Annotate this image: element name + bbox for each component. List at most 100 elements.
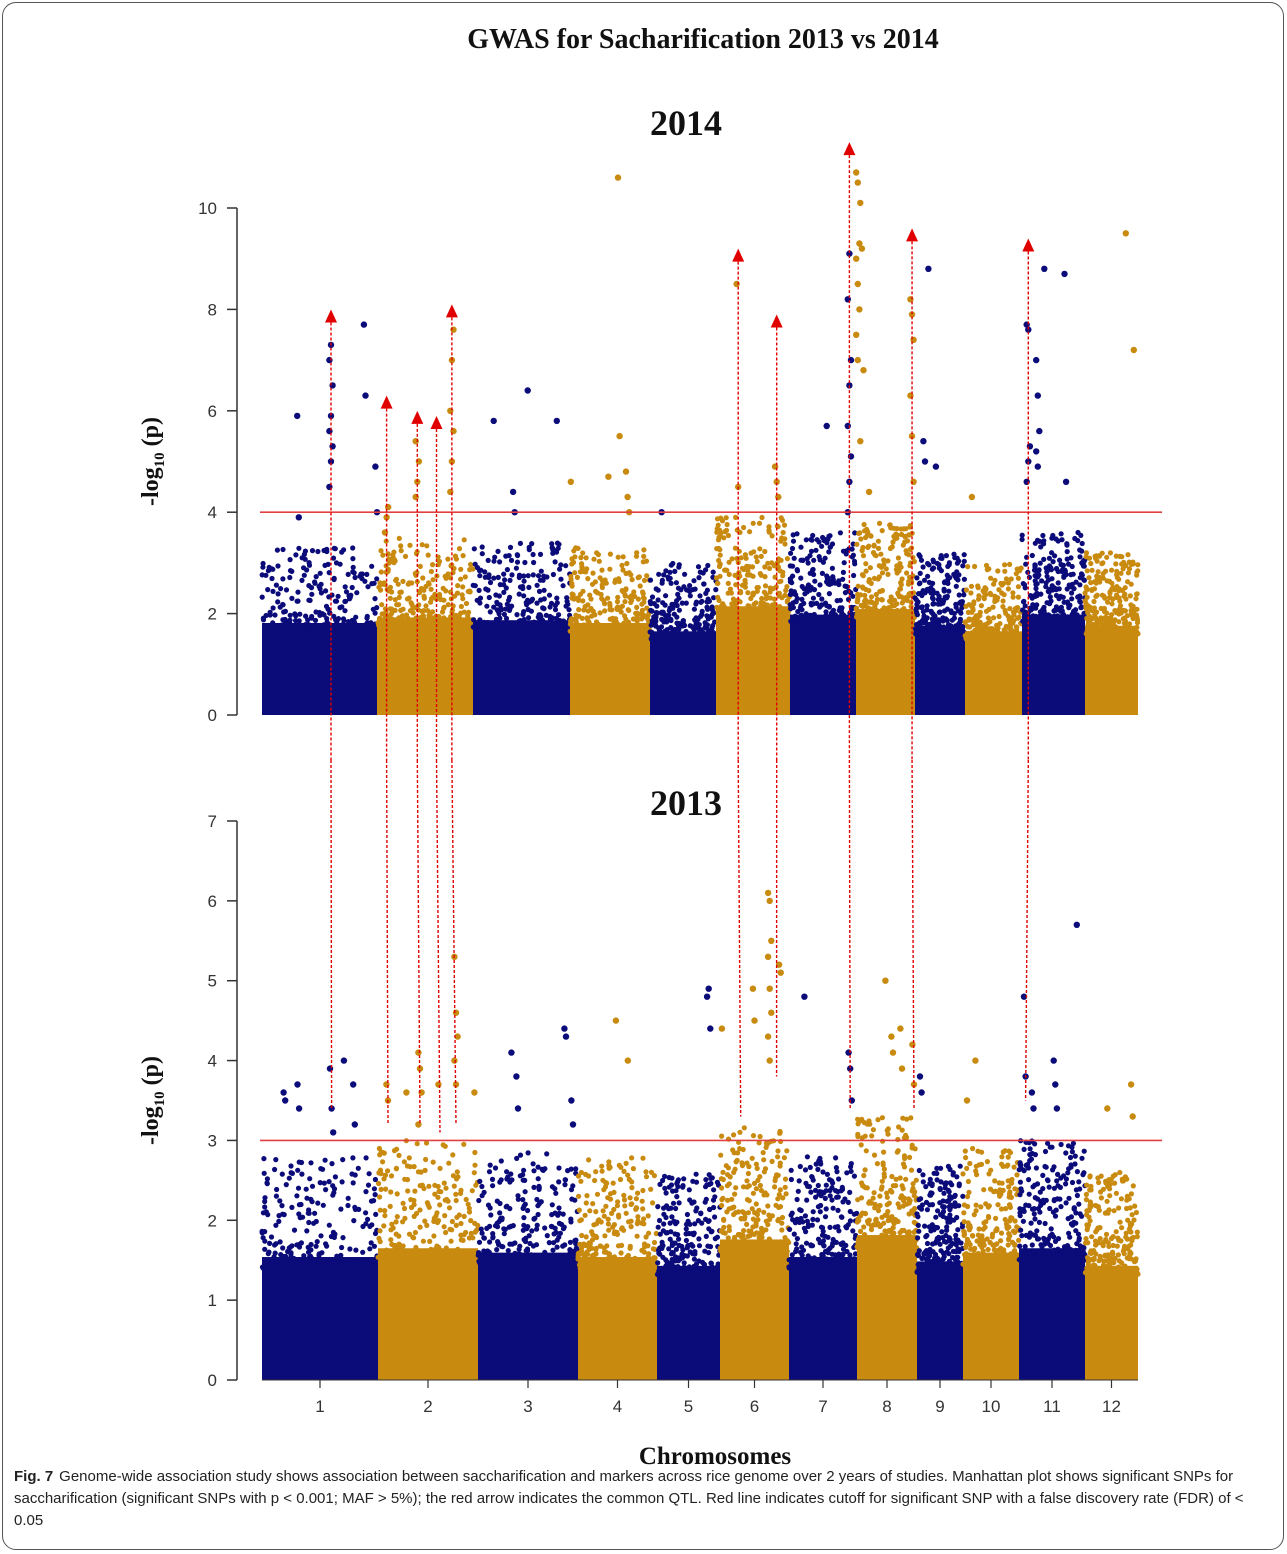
snp-point bbox=[726, 1224, 732, 1230]
snp-point bbox=[824, 1256, 830, 1262]
snp-point bbox=[631, 589, 637, 595]
snp-point bbox=[666, 612, 672, 618]
snp-point bbox=[568, 573, 574, 579]
snp-point bbox=[731, 1211, 737, 1218]
snp-point bbox=[628, 1224, 634, 1230]
snp-point bbox=[921, 577, 928, 583]
snp-point bbox=[647, 1265, 653, 1271]
snp-point bbox=[547, 613, 553, 620]
snp-point bbox=[538, 1199, 544, 1205]
snp-point bbox=[469, 1188, 475, 1194]
snp-point bbox=[556, 1205, 562, 1211]
snp-point bbox=[342, 584, 348, 590]
snp-point bbox=[1069, 563, 1075, 570]
snp-point-significant bbox=[448, 458, 456, 465]
snp-point bbox=[757, 1133, 763, 1140]
snp-point bbox=[442, 623, 448, 629]
snp-point bbox=[719, 1185, 725, 1191]
snp-point bbox=[715, 580, 721, 587]
snp-point bbox=[641, 612, 647, 618]
snp-point bbox=[579, 615, 585, 622]
snp-point bbox=[747, 529, 753, 535]
snp-point bbox=[653, 623, 659, 629]
snp-point bbox=[380, 1149, 386, 1156]
snp-point bbox=[468, 561, 474, 568]
snp-point bbox=[837, 617, 843, 623]
snp-point bbox=[270, 588, 276, 595]
snp-point bbox=[420, 619, 426, 625]
snp-point bbox=[1016, 567, 1022, 573]
snp-point bbox=[712, 1194, 718, 1200]
snp-point bbox=[704, 604, 710, 610]
snp-point bbox=[569, 561, 575, 567]
snp-point bbox=[454, 1214, 460, 1220]
snp-point bbox=[794, 568, 801, 574]
snp-point bbox=[986, 606, 992, 613]
snp-point bbox=[279, 1203, 285, 1209]
snp-point bbox=[398, 589, 404, 595]
snp-point bbox=[784, 1148, 790, 1154]
snp-point bbox=[608, 1254, 614, 1260]
snp-point bbox=[275, 563, 281, 569]
snp-point bbox=[561, 1224, 567, 1230]
snp-point bbox=[634, 604, 640, 611]
snp-point bbox=[1109, 567, 1115, 573]
snp-point bbox=[720, 601, 726, 607]
snp-point bbox=[304, 1195, 310, 1201]
snp-point bbox=[516, 1246, 522, 1252]
snp-point bbox=[675, 585, 682, 591]
snp-point bbox=[750, 520, 756, 526]
snp-point bbox=[394, 1191, 400, 1197]
snp-point bbox=[530, 1161, 536, 1167]
snp-point bbox=[353, 1247, 359, 1253]
snp-point bbox=[967, 624, 973, 630]
snp-point bbox=[312, 1262, 318, 1268]
snp-point bbox=[552, 559, 558, 565]
snp-point bbox=[968, 583, 975, 589]
snp-point bbox=[517, 540, 524, 547]
snp-point bbox=[550, 626, 556, 632]
snp-point bbox=[379, 623, 385, 629]
snp-point bbox=[796, 1178, 802, 1184]
snp-point bbox=[697, 593, 703, 599]
snp-point-significant bbox=[1041, 265, 1048, 272]
snp-point bbox=[372, 628, 378, 634]
snp-point bbox=[405, 581, 411, 587]
snp-point bbox=[549, 1184, 556, 1190]
snp-point bbox=[262, 1246, 268, 1252]
snp-point bbox=[472, 561, 478, 567]
snp-point bbox=[622, 1203, 628, 1209]
snp-point bbox=[585, 576, 591, 582]
snp-point bbox=[396, 594, 402, 601]
snp-point bbox=[760, 1150, 766, 1156]
snp-point bbox=[1134, 631, 1140, 637]
snp-point bbox=[267, 1240, 273, 1246]
snp-point bbox=[726, 571, 732, 578]
snp-point bbox=[479, 1230, 485, 1236]
snp-point bbox=[675, 1232, 681, 1238]
snp-point bbox=[521, 593, 527, 599]
snp-point bbox=[716, 597, 722, 604]
snp-point bbox=[661, 1211, 667, 1217]
snp-point bbox=[1091, 598, 1097, 605]
snp-point bbox=[425, 608, 431, 614]
snp-point bbox=[953, 631, 960, 637]
snp-point bbox=[507, 544, 514, 551]
snp-point bbox=[622, 593, 628, 599]
snp-point bbox=[676, 624, 682, 631]
snp-point bbox=[427, 613, 433, 619]
snp-point bbox=[750, 1133, 757, 1139]
snp-point bbox=[744, 1221, 750, 1227]
snp-point bbox=[531, 1216, 537, 1222]
snp-point bbox=[340, 1264, 346, 1270]
snp-point bbox=[501, 1231, 507, 1237]
snp-point-significant bbox=[857, 438, 864, 445]
snp-point bbox=[782, 1184, 788, 1190]
snp-point bbox=[1133, 596, 1139, 602]
snp-point bbox=[412, 1247, 418, 1253]
snp-point bbox=[634, 1233, 640, 1239]
panel-title: 2014 bbox=[650, 103, 722, 143]
snp-point bbox=[854, 611, 860, 617]
snp-point bbox=[655, 1204, 661, 1210]
snp-point bbox=[1027, 593, 1034, 599]
